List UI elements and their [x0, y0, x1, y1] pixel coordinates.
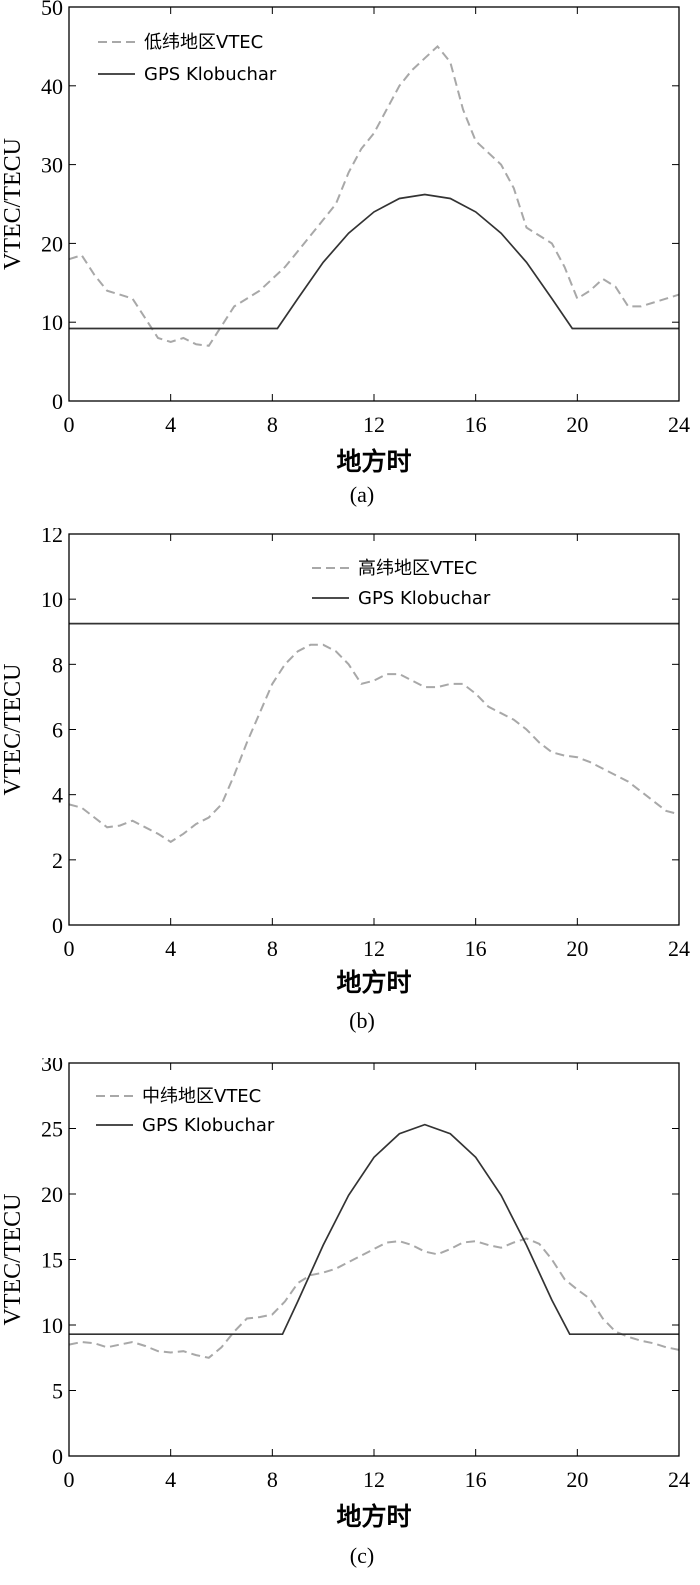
chart-b-x-tick-label: 16 — [465, 936, 487, 961]
chart-b-y-tick-label: 12 — [41, 528, 63, 547]
chart-c-y-tick-label: 25 — [41, 1117, 63, 1142]
chart-c-x-tick-label: 24 — [668, 1467, 690, 1492]
chart-c-y-tick-label: 20 — [41, 1182, 63, 1207]
chart-c-x-tick-label: 0 — [64, 1467, 75, 1492]
chart-b-x-axis-label: 地方时 — [336, 968, 411, 997]
chart-b-legend-label: 高纬地区VTEC — [358, 558, 477, 579]
chart-b-y-tick-label: 6 — [52, 718, 63, 743]
chart-a-x-tick-label: 0 — [64, 412, 75, 437]
chart-b-series-vtec-line — [68, 643, 680, 844]
chart-c-y-tick-label: 0 — [52, 1444, 63, 1469]
chart-a-legend-label: 低纬地区VTEC — [144, 32, 263, 53]
chart-b-x-tick-label: 20 — [566, 936, 588, 961]
chart-a: 0 4 8 12 16 20 24 0 10 20 30 40 50 VTEC/TECU 地方时 (a) 低纬地… — [0, 0, 690, 507]
chart-b-y-tick-label: 8 — [52, 652, 63, 677]
chart-a-x-tick-label: 20 — [566, 412, 588, 437]
chart-c-series-vtec-line — [68, 1237, 680, 1359]
chart-b-y-tick-label: 2 — [52, 848, 63, 873]
chart-a-x-tick-label: 8 — [267, 412, 278, 437]
chart-a-x-tick-label: 24 — [668, 412, 690, 437]
chart-b-legend-label: GPS Klobuchar — [358, 588, 491, 609]
chart-b-x-tick-label: 12 — [363, 936, 385, 961]
chart-b-y-tick-label: 10 — [41, 587, 63, 612]
chart-c-y-tick-label: 15 — [41, 1248, 63, 1273]
chart-c-x-tick-label: 8 — [267, 1467, 278, 1492]
chart-a-series-klobuchar-line — [69, 193, 679, 330]
chart-c-x-axis-label: 地方时 — [336, 1502, 411, 1531]
chart-c-x-tick-label: 12 — [363, 1467, 385, 1492]
chart-a-y-tick-label: 20 — [41, 231, 63, 256]
chart-c-legend-label: GPS Klobuchar — [142, 1115, 275, 1136]
chart-c-x-tick-label: 20 — [566, 1467, 588, 1492]
chart-b-x-tick-label: 24 — [668, 936, 690, 961]
chart-c-panel: 0 4 8 12 16 20 24 0 5 10 15 20 25 30 VTEC/TECU 地方时 (c) 中纬… — [0, 1058, 700, 1585]
chart-a-legend-label: GPS Klobuchar — [144, 64, 277, 85]
chart-a-x-axis-label: 地方时 — [336, 447, 411, 476]
chart-c-y-tick-label: 10 — [41, 1313, 63, 1338]
chart-a-x-tick-label: 4 — [165, 412, 176, 437]
chart-c-x-tick-label: 4 — [165, 1467, 176, 1492]
chart-a-y-axis-label: VTEC/TECU — [0, 138, 26, 270]
chart-c-y-axis-label: VTEC/TECU — [0, 1194, 26, 1326]
chart-b-x-tick-label: 0 — [64, 936, 75, 961]
chart-b-x-tick-label: 8 — [267, 936, 278, 961]
chart-b-panel: 0 4 8 12 16 20 24 0 2 4 6 8 10 12 VTEC/TECU 地方时 (b) 高纬地区V… — [0, 528, 700, 1053]
chart-a-x-tick-label: 12 — [363, 412, 385, 437]
chart-a-y-tick-label: 40 — [41, 74, 63, 99]
chart-b-y-tick-label: 4 — [52, 783, 63, 808]
chart-a-y-tick-label: 50 — [41, 0, 63, 20]
chart-b-x-tick-label: 4 — [165, 936, 176, 961]
chart-a-y-tick-label: 30 — [41, 153, 63, 178]
chart-a-y-tick-label: 10 — [41, 310, 63, 335]
chart-a-x-tick-label: 16 — [465, 412, 487, 437]
chart-a-caption: (a) — [350, 482, 374, 507]
chart-b-y-tick-label: 0 — [52, 913, 63, 938]
chart-c-y-tick-label: 30 — [41, 1058, 63, 1076]
chart-c-x-tick-label: 16 — [465, 1467, 487, 1492]
chart-c-series-klobuchar-line — [69, 1123, 679, 1336]
chart-a-series-vtec-line — [68, 44, 680, 347]
chart-b-y-axis-label: VTEC/TECU — [0, 664, 26, 796]
chart-c: 0 4 8 12 16 20 24 0 5 10 15 20 25 30 VTEC/TECU 地方时 (c) 中纬… — [0, 1058, 690, 1568]
chart-c-caption: (c) — [350, 1543, 374, 1568]
chart-c-y-tick-label: 5 — [52, 1379, 63, 1404]
chart-b-caption: (b) — [349, 1008, 375, 1033]
chart-b: 0 4 8 12 16 20 24024681012VTEC/TECU地方时(b)高纬地区V… — [0, 528, 690, 1033]
chart-a-panel: 0 4 8 12 16 20 24 0 10 20 30 40 50 VTEC/TECU 地方时 (a) 低纬地… — [0, 0, 700, 515]
chart-a-y-tick-label: 0 — [52, 389, 63, 414]
chart-c-legend-label: 中纬地区VTEC — [142, 1086, 261, 1107]
